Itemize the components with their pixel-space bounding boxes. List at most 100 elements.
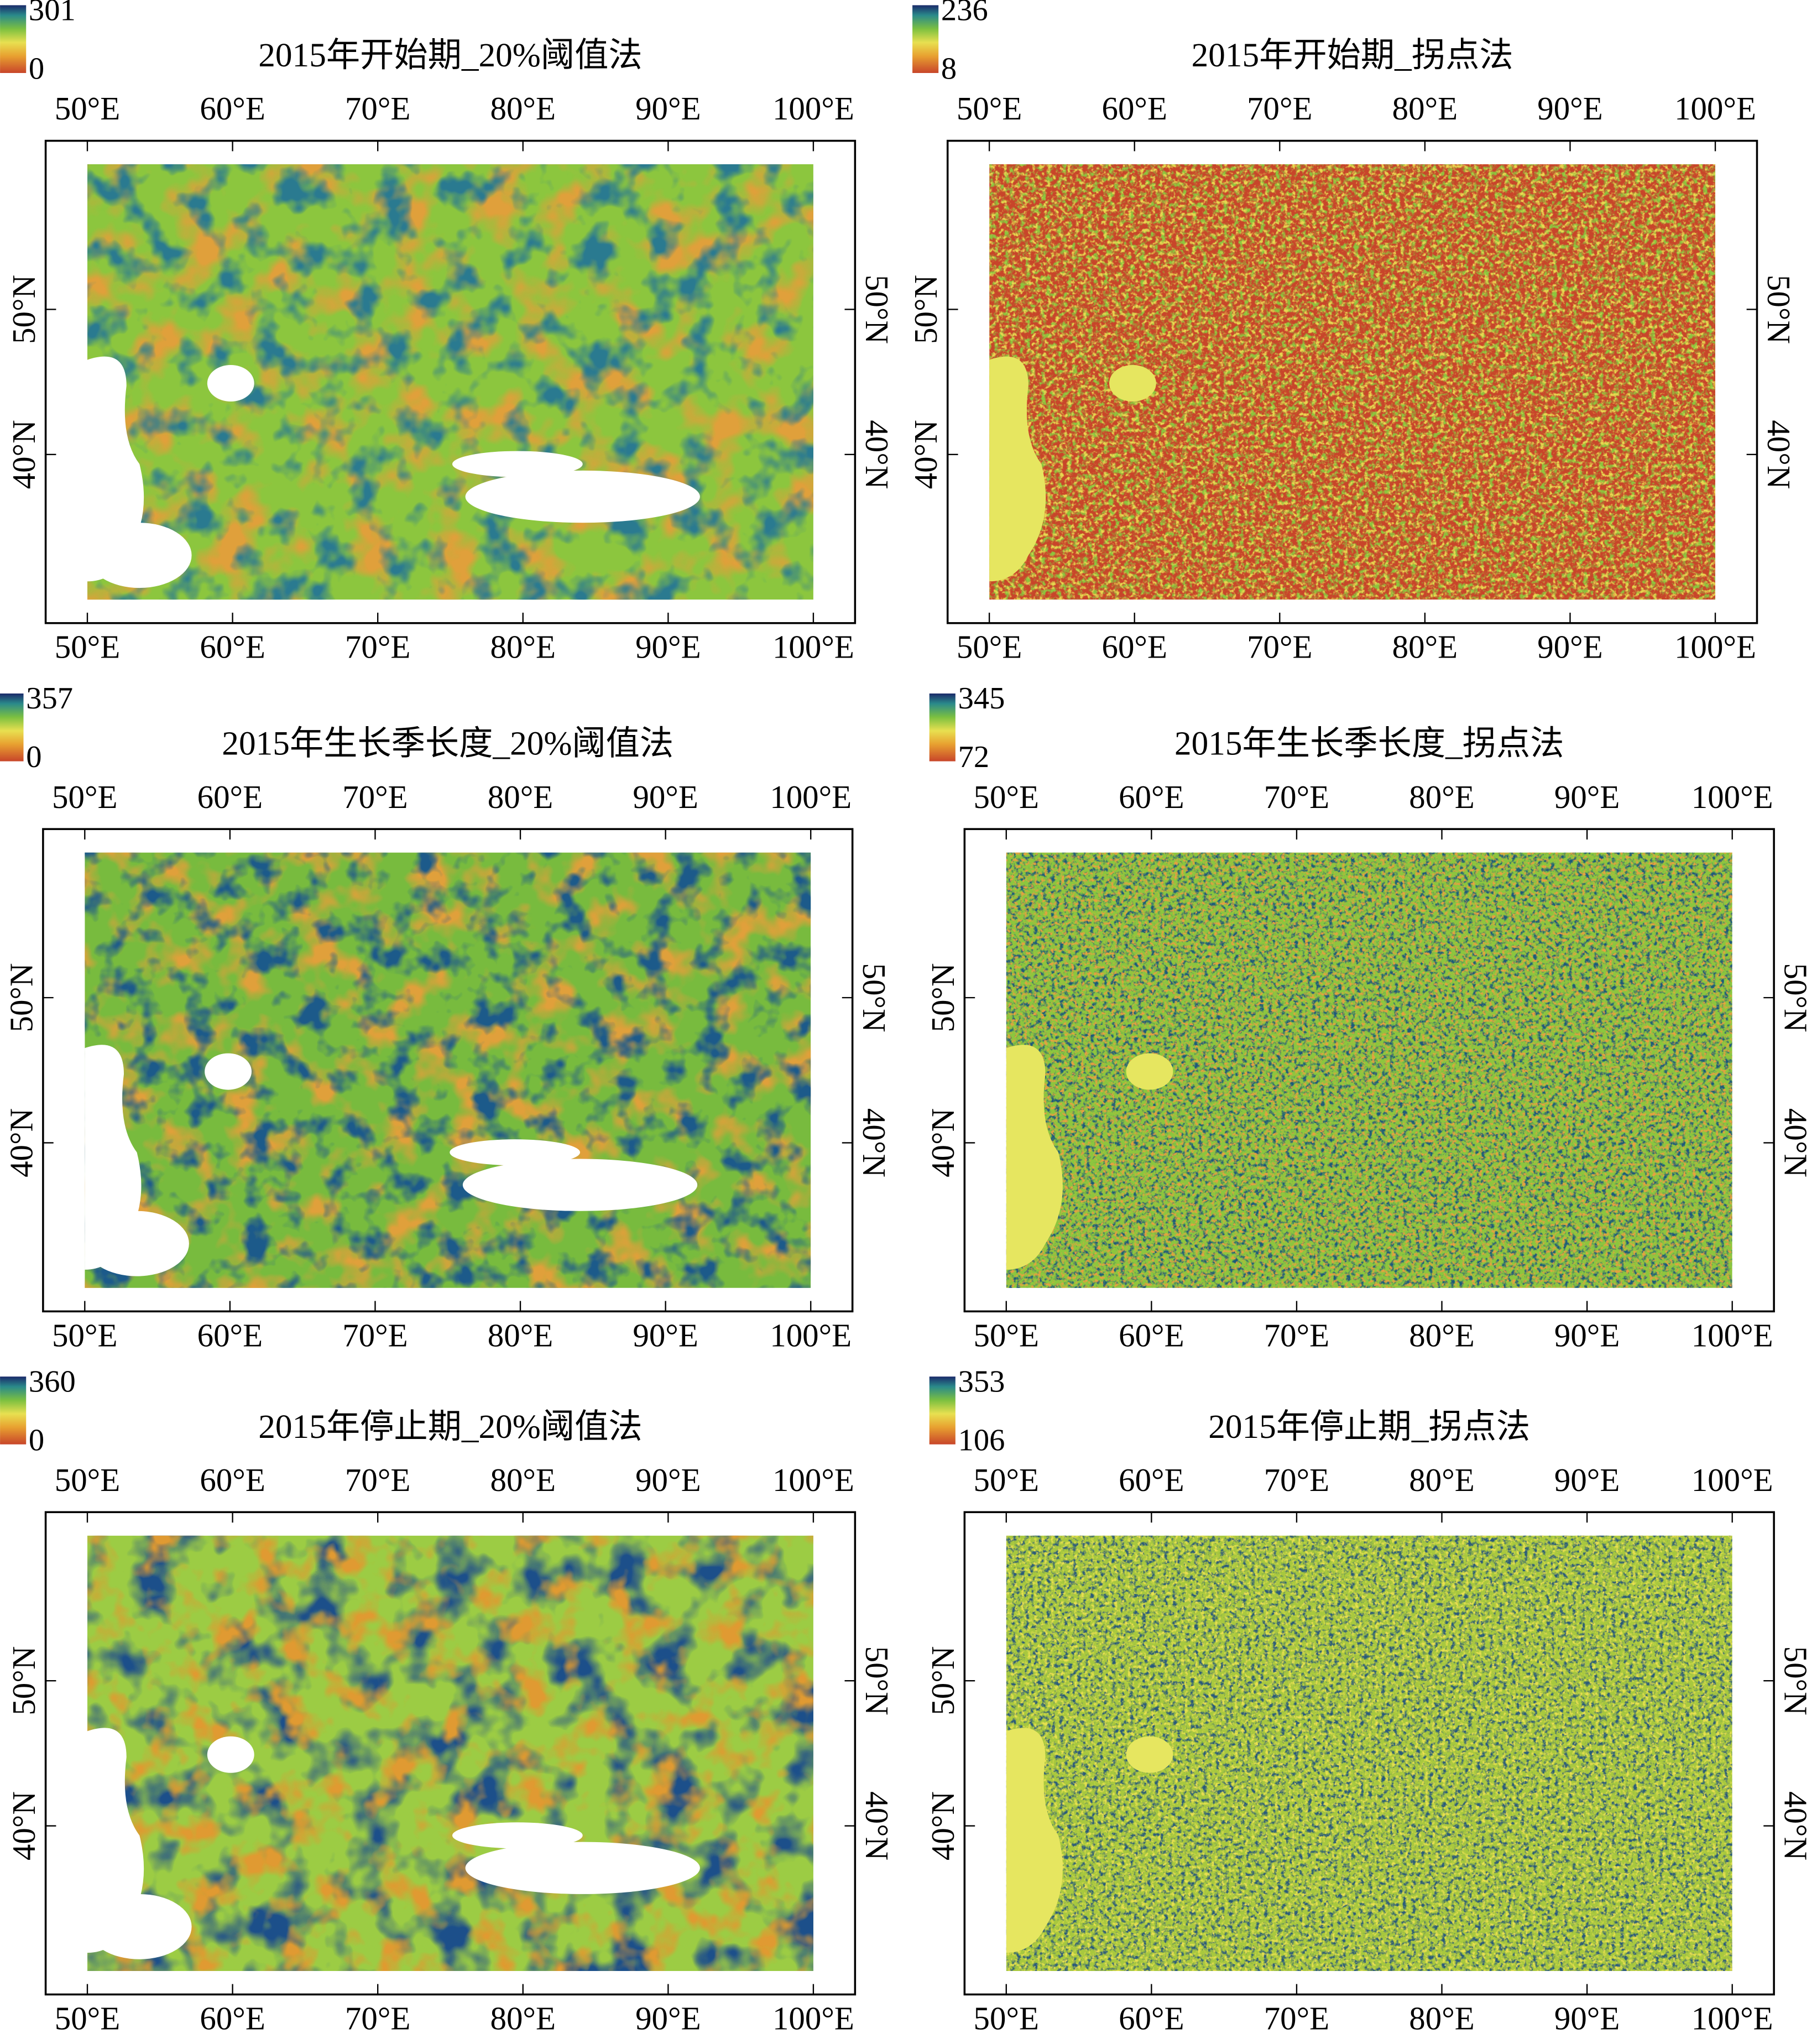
x-tick-label: 80°E	[1409, 1462, 1474, 1498]
x-tick-label: 60°E	[1102, 629, 1167, 665]
no-data	[465, 1842, 700, 1894]
map-panel: 50°E 50°E 60°E 60°E 70°E 70°E 80°E 80°E 90°E 90°E…	[925, 1364, 1814, 2036]
x-tick-label: 70°E	[342, 1317, 408, 1353]
x-tick-label: 50°E	[52, 779, 117, 815]
x-tick-label: 90°E	[635, 629, 701, 665]
x-tick-label: 70°E	[345, 1462, 410, 1498]
raster-noise	[87, 1535, 813, 1971]
x-tick-label: 100°E	[1691, 779, 1773, 815]
x-tick-label: 50°E	[55, 2000, 120, 2036]
map-frame	[44, 1511, 857, 1996]
y-tick-label: 50°N	[6, 1646, 42, 1715]
x-tick-label: 90°E	[1537, 90, 1602, 127]
colorbar-min: 106	[958, 1423, 1005, 1457]
y-tick-label: 40°N	[6, 420, 42, 489]
map-frame	[963, 1511, 1775, 1996]
map-frame	[946, 139, 1758, 624]
raster	[1006, 1535, 1732, 1971]
panel-title: 2015年停止期_20%阈值法	[258, 1408, 642, 1446]
colorbar-max: 360	[29, 1364, 76, 1399]
x-tick-label: 70°E	[1264, 779, 1329, 815]
x-tick-label: 70°E	[1247, 629, 1312, 665]
x-tick-label: 70°E	[345, 90, 410, 127]
x-tick-label: 60°E	[197, 1317, 263, 1353]
colorbar-max: 301	[29, 0, 76, 28]
colorbar	[929, 1376, 956, 1445]
x-tick-label: 90°E	[633, 1317, 698, 1353]
raster-noise	[85, 852, 811, 1288]
x-tick-label: 60°E	[1119, 1317, 1184, 1353]
x-tick-label: 100°E	[1691, 1317, 1773, 1353]
x-tick-label: 80°E	[1392, 629, 1458, 665]
no-data	[87, 1894, 192, 1959]
y-tick-label: 50°N	[925, 963, 961, 1032]
no-data	[452, 451, 583, 477]
colorbar	[912, 5, 939, 73]
x-tick-label: 90°E	[1537, 629, 1602, 665]
y-tick-label: 40°N	[1761, 420, 1797, 489]
y-tick-label: 50°N	[1778, 963, 1814, 1032]
x-tick-label: 80°E	[488, 779, 553, 815]
y-tick-label: 50°N	[907, 275, 944, 344]
no-data	[462, 1159, 698, 1211]
x-tick-label: 80°E	[490, 90, 556, 127]
x-tick-label: 50°E	[957, 90, 1022, 127]
x-tick-label: 50°E	[974, 1317, 1039, 1353]
x-tick-label: 90°E	[1554, 1317, 1620, 1353]
caspian-sea	[1006, 1728, 1063, 1953]
panel-title: 2015年开始期_20%阈值法	[258, 36, 642, 74]
caspian-sea	[989, 356, 1046, 582]
x-tick-label: 80°E	[1409, 2000, 1474, 2036]
y-tick-label: 40°N	[907, 420, 944, 489]
x-tick-label: 90°E	[1554, 2000, 1620, 2036]
y-tick-label: 40°N	[856, 1108, 892, 1177]
panel-title: 2015年生长季长度_拐点法	[1174, 725, 1564, 763]
caspian-sea	[1006, 1045, 1063, 1270]
colorbar	[929, 693, 956, 762]
x-tick-label: 70°E	[1264, 1317, 1329, 1353]
map-panel: 50°E 50°E 60°E 60°E 70°E 70°E 80°E 80°E 90°E 90°E…	[925, 681, 1814, 1353]
aral-sea	[205, 1053, 252, 1090]
x-tick-label: 80°E	[1409, 779, 1474, 815]
panel-title: 2015年开始期_拐点法	[1192, 36, 1513, 74]
no-data	[465, 470, 700, 523]
map-panel: 50°E 50°E 60°E 60°E 70°E 70°E 80°E 80°E 90°E 90°E…	[907, 0, 1797, 665]
map-panel: 50°E 50°E 60°E 60°E 70°E 70°E 80°E 80°E 90°E 90°E…	[0, 0, 895, 665]
colorbar-max: 236	[941, 0, 988, 28]
x-tick-label: 60°E	[200, 629, 265, 665]
x-tick-label: 50°E	[957, 629, 1022, 665]
x-tick-label: 90°E	[635, 2000, 701, 2036]
y-tick-label: 50°N	[925, 1646, 961, 1715]
colorbar-min: 0	[26, 740, 41, 774]
x-tick-label: 100°E	[1691, 1462, 1773, 1498]
raster	[87, 164, 813, 600]
map-frame	[42, 828, 854, 1313]
x-tick-label: 100°E	[1691, 2000, 1773, 2036]
x-tick-label: 90°E	[635, 1462, 701, 1498]
raster	[85, 852, 811, 1288]
x-tick-label: 100°E	[1674, 90, 1756, 127]
raster	[1006, 852, 1732, 1288]
x-tick-label: 90°E	[1554, 779, 1620, 815]
x-tick-label: 90°E	[1554, 1462, 1620, 1498]
x-tick-label: 80°E	[490, 1462, 556, 1498]
y-tick-label: 40°N	[859, 420, 895, 489]
map-frame	[44, 139, 857, 624]
x-tick-label: 80°E	[1409, 1317, 1474, 1353]
x-tick-label: 70°E	[1264, 1462, 1329, 1498]
x-tick-label: 90°E	[633, 779, 698, 815]
x-tick-label: 60°E	[200, 90, 265, 127]
x-tick-label: 80°E	[490, 2000, 556, 2036]
y-tick-label: 50°N	[6, 275, 42, 344]
y-tick-label: 40°N	[1778, 1108, 1814, 1177]
y-tick-label: 50°N	[1761, 275, 1797, 344]
colorbar-min: 0	[29, 1423, 44, 1457]
colorbar-min: 0	[29, 52, 44, 86]
raster	[87, 1535, 813, 1971]
x-tick-label: 100°E	[770, 1317, 852, 1353]
x-tick-label: 50°E	[55, 1462, 120, 1498]
aral-sea	[1126, 1053, 1173, 1090]
x-tick-label: 100°E	[1674, 629, 1756, 665]
raster-noise	[989, 164, 1716, 600]
